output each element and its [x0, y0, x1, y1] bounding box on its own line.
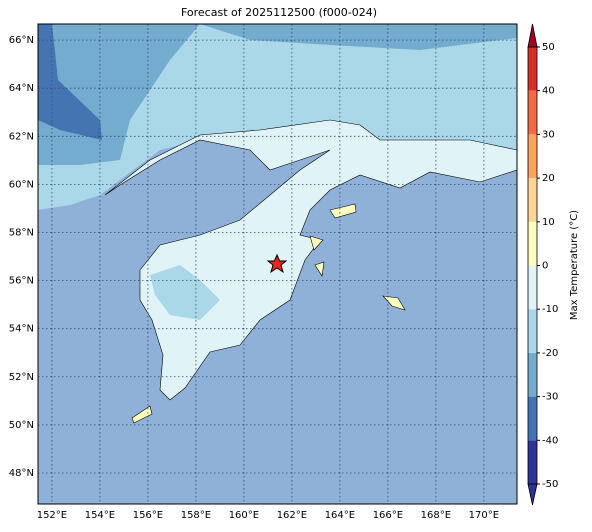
y-tick-label: 60°N — [9, 179, 34, 190]
y-tick-label: 54°N — [9, 324, 34, 335]
y-tick-label: 52°N — [9, 372, 34, 383]
x-tick-label: 154°E — [85, 510, 115, 521]
x-tick-label: 160°E — [229, 510, 259, 521]
colorbar-extend-low — [527, 483, 538, 506]
y-tick-label: 48°N — [9, 468, 34, 479]
colorbar-tick-label: 40 — [542, 86, 555, 97]
chart-title: Forecast of 2025112500 (f000-024) — [181, 6, 377, 19]
colorbar-tick-label: 0 — [542, 261, 548, 272]
x-tick-label: 168°E — [421, 510, 451, 521]
y-tick-label: 64°N — [9, 83, 34, 94]
colorbar-bin — [528, 440, 537, 484]
colorbar-tick-label: -50 — [542, 479, 558, 490]
colorbar-tick-label: 50 — [542, 42, 555, 53]
y-tick-label: 66°N — [9, 35, 34, 46]
x-tick-label: 162°E — [277, 510, 307, 521]
colorbar-bin — [528, 47, 537, 91]
colorbar-bin — [528, 134, 537, 179]
map-frame — [37, 23, 518, 505]
map-area — [38, 24, 517, 504]
colorbar-extend-high — [527, 23, 538, 48]
colorbar-bin — [528, 352, 537, 397]
colorbar-bin — [528, 265, 537, 310]
y-tick-label: 62°N — [9, 131, 34, 142]
y-tick-label: 58°N — [9, 227, 34, 238]
colorbar-tick-label: 30 — [542, 129, 555, 140]
location-star — [266, 253, 288, 274]
x-tick-label: 166°E — [373, 510, 403, 521]
colorbar-tick-label: -20 — [542, 348, 558, 359]
x-tick-label: 158°E — [181, 510, 211, 521]
colorbar-bin — [528, 396, 537, 441]
colorbar-bin — [528, 309, 537, 353]
colorbar-bin — [528, 90, 537, 135]
colorbar-label: Max Temperature (°C) — [569, 210, 580, 320]
colorbar-tick-label: -10 — [542, 304, 558, 315]
colorbar-tick-label: -30 — [542, 392, 558, 403]
x-tick-label: 170°E — [469, 510, 499, 521]
colorbar-tick-label: 20 — [542, 173, 555, 184]
colorbar-tick-label: 10 — [542, 217, 555, 228]
x-tick-label: 152°E — [37, 510, 67, 521]
x-tick-label: 156°E — [133, 510, 163, 521]
x-tick-label: 164°E — [325, 510, 355, 521]
colorbar-bin — [528, 221, 537, 266]
y-tick-label: 50°N — [9, 420, 34, 431]
colorbar-tick-label: -40 — [542, 435, 558, 446]
colorbar-bin — [528, 178, 537, 222]
y-tick-label: 56°N — [9, 276, 34, 287]
